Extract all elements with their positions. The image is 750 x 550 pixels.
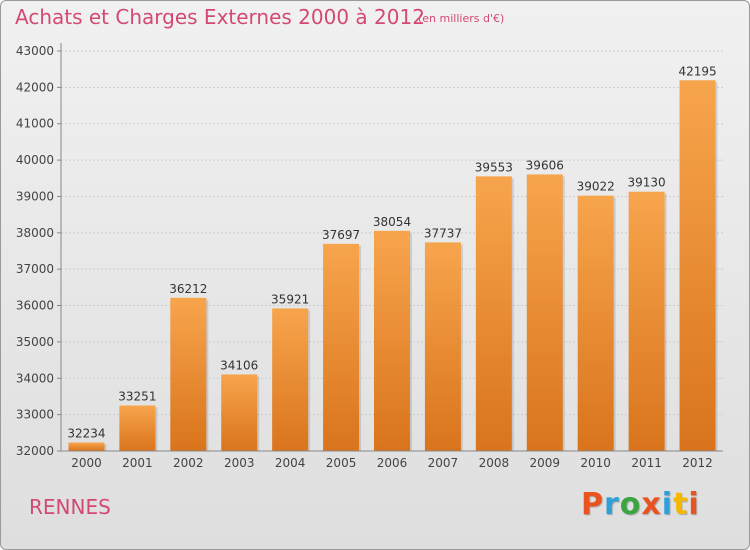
bar-chart: 32234 33251 36212 34106 35921 37697 38054 37737… xyxy=(16,43,723,470)
logo-letter: t xyxy=(673,487,689,522)
bar xyxy=(424,242,461,451)
logo-letter: i xyxy=(661,487,674,522)
chart-subtitle: (en milliers d'€) xyxy=(418,12,505,25)
axes: 32000 33000 34000 35000 36000 37000 38000 39000… xyxy=(16,43,723,470)
x-tick-label: 2010 xyxy=(580,456,611,470)
y-tick-label: 40000 xyxy=(16,153,54,167)
x-tick-label: 2009 xyxy=(529,456,560,470)
y-tick-label: 37000 xyxy=(16,262,54,276)
x-tick-label: 2006 xyxy=(377,456,408,470)
bar xyxy=(577,195,614,451)
bar xyxy=(628,191,665,451)
logo-letter: x xyxy=(641,487,662,522)
logo-letter: r xyxy=(604,487,620,522)
chart-title: Achats et Charges Externes 2000 à 2012 xyxy=(15,5,425,29)
bar-value-label: 39606 xyxy=(526,158,564,172)
x-tick-label: 2012 xyxy=(682,456,713,470)
bar-value-label: 36212 xyxy=(169,282,207,296)
bar xyxy=(323,243,360,451)
proxiti-logo: Proxiti xyxy=(581,487,700,522)
bar xyxy=(679,80,716,451)
y-tick-label: 34000 xyxy=(16,371,54,385)
y-tick-label: 33000 xyxy=(16,408,54,422)
x-tick-label: 2011 xyxy=(631,456,662,470)
bar-value-label: 35921 xyxy=(271,292,309,306)
bar xyxy=(526,174,563,451)
bar-value-label: 39553 xyxy=(475,160,513,174)
bar xyxy=(374,230,410,451)
y-tick-label: 32000 xyxy=(16,444,54,458)
bar xyxy=(221,374,258,451)
bar xyxy=(170,297,207,451)
bar xyxy=(68,442,105,451)
x-tick-label: 2002 xyxy=(173,456,204,470)
logo-letter: o xyxy=(619,487,642,522)
bar-value-label: 37737 xyxy=(424,226,462,240)
x-tick-label: 2005 xyxy=(326,456,357,470)
x-tick-label: 2007 xyxy=(428,456,459,470)
bars: 32234 33251 36212 34106 35921 37697 38054 37737… xyxy=(67,64,718,451)
y-tick-label: 35000 xyxy=(16,335,54,349)
bar-value-label: 39130 xyxy=(628,176,666,190)
x-tick-label: 2003 xyxy=(224,456,255,470)
x-tick-label: 2001 xyxy=(122,456,153,470)
x-tick-label: 2004 xyxy=(275,456,306,470)
bar-value-label: 33251 xyxy=(118,390,156,404)
bar-value-label: 38054 xyxy=(373,215,411,229)
logo-letter: P xyxy=(581,487,604,522)
bar-value-label: 37697 xyxy=(322,228,360,242)
bar-value-label: 32234 xyxy=(67,426,105,440)
x-tick-label: 2000 xyxy=(71,456,102,470)
bar-value-label: 34106 xyxy=(220,358,258,372)
x-tick-label: 2008 xyxy=(479,456,510,470)
logo-letter: i xyxy=(688,487,700,522)
y-tick-label: 42000 xyxy=(16,80,54,94)
y-tick-label: 43000 xyxy=(16,44,54,58)
y-tick-label: 41000 xyxy=(16,117,54,131)
city-label: RENNES xyxy=(29,495,111,519)
bar xyxy=(119,405,156,451)
y-tick-label: 36000 xyxy=(16,299,54,313)
bar-value-label: 42195 xyxy=(678,64,716,78)
y-tick-label: 39000 xyxy=(16,189,54,203)
bar-value-label: 39022 xyxy=(577,180,615,194)
bar xyxy=(475,176,512,451)
y-tick-label: 38000 xyxy=(16,226,54,240)
bar xyxy=(272,308,309,451)
